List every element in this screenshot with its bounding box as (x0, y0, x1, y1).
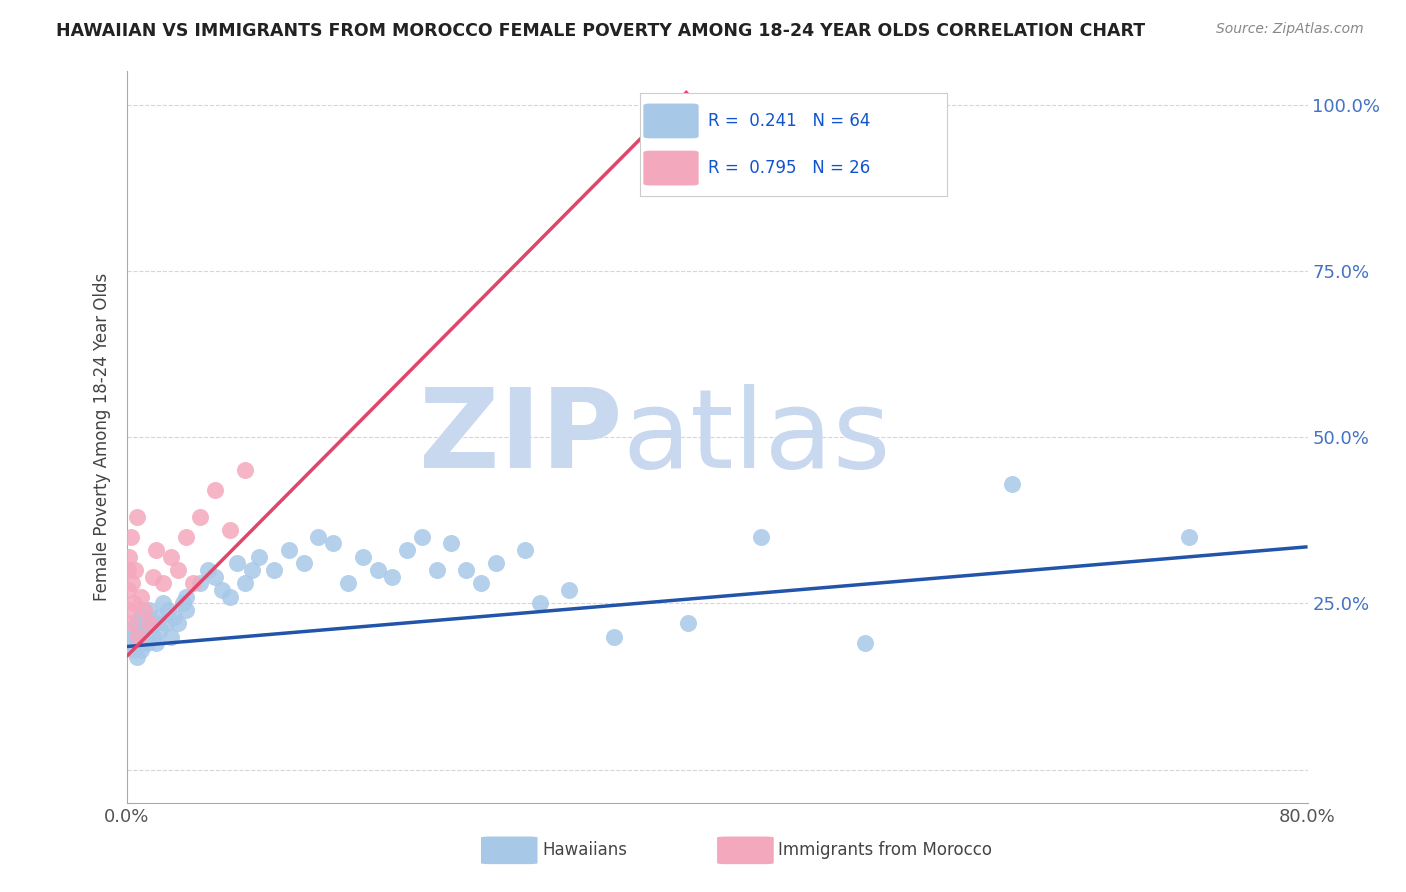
Point (120, 623, 142, 637)
Point (148, 609, 170, 624)
Point (167, 563, 190, 577)
Point (174, 603, 197, 617)
Point (145, 616, 167, 631)
Point (124, 563, 146, 577)
Point (204, 483, 226, 498)
Point (134, 630, 156, 644)
Point (156, 603, 179, 617)
Point (125, 616, 148, 631)
Point (278, 543, 301, 558)
Text: ZIP: ZIP (419, 384, 623, 491)
Point (138, 623, 160, 637)
Point (1178, 530, 1201, 544)
Point (122, 643, 145, 657)
Point (122, 596, 145, 610)
Point (484, 557, 508, 571)
Text: HAWAIIAN VS IMMIGRANTS FROM MOROCCO FEMALE POVERTY AMONG 18-24 YEAR OLDS CORRELA: HAWAIIAN VS IMMIGRANTS FROM MOROCCO FEMA… (56, 22, 1146, 40)
Point (127, 630, 149, 644)
Point (174, 590, 197, 604)
Point (174, 530, 197, 544)
Point (129, 623, 153, 637)
Point (233, 463, 256, 477)
Point (160, 549, 183, 564)
Point (152, 576, 174, 591)
Point (172, 596, 194, 610)
Point (676, 616, 699, 631)
Point (197, 563, 219, 577)
Point (425, 563, 447, 577)
Point (367, 563, 389, 577)
Point (1001, 476, 1024, 491)
Point (127, 630, 149, 644)
Point (120, 616, 142, 631)
Point (233, 576, 256, 591)
Point (129, 609, 153, 624)
Point (125, 649, 148, 664)
Point (118, 603, 141, 617)
Point (352, 549, 374, 564)
Point (121, 576, 143, 591)
Point (125, 509, 148, 524)
Point (456, 563, 478, 577)
Point (188, 509, 212, 524)
Point (181, 576, 204, 591)
Point (603, 630, 626, 644)
Point (128, 636, 150, 650)
Point (117, 636, 139, 650)
Point (142, 570, 165, 584)
Point (853, 636, 876, 650)
Point (396, 543, 419, 558)
Point (529, 596, 551, 610)
Point (662, 97, 685, 112)
Point (163, 609, 186, 624)
Point (470, 576, 492, 591)
Point (155, 616, 177, 631)
Point (240, 563, 263, 577)
Point (142, 630, 165, 644)
Point (149, 623, 172, 637)
Point (292, 557, 315, 571)
Point (160, 630, 183, 644)
Point (322, 536, 344, 550)
Point (124, 630, 146, 644)
Point (129, 643, 153, 657)
Y-axis label: Female Poverty Among 18-24 Year Olds: Female Poverty Among 18-24 Year Olds (93, 273, 111, 601)
Point (308, 530, 330, 544)
Point (381, 570, 404, 584)
Point (411, 530, 433, 544)
Point (120, 530, 142, 544)
Point (167, 616, 190, 631)
Point (263, 563, 285, 577)
Point (211, 582, 233, 597)
Point (136, 636, 159, 650)
Point (138, 603, 160, 617)
Point (145, 636, 167, 650)
Point (118, 549, 141, 564)
Text: atlas: atlas (623, 384, 891, 491)
Point (337, 576, 360, 591)
Point (219, 523, 242, 537)
Point (204, 570, 226, 584)
Text: Source: ZipAtlas.com: Source: ZipAtlas.com (1216, 22, 1364, 37)
Point (117, 582, 139, 597)
Point (249, 549, 271, 564)
Point (226, 557, 249, 571)
Point (135, 616, 157, 631)
Point (117, 563, 139, 577)
Point (440, 536, 463, 550)
Point (188, 576, 212, 591)
Point (751, 530, 773, 544)
Point (152, 596, 174, 610)
Point (515, 543, 537, 558)
Point (129, 590, 153, 604)
Point (145, 543, 167, 558)
Point (219, 590, 242, 604)
Point (134, 603, 156, 617)
Point (558, 582, 581, 597)
Point (138, 616, 160, 631)
